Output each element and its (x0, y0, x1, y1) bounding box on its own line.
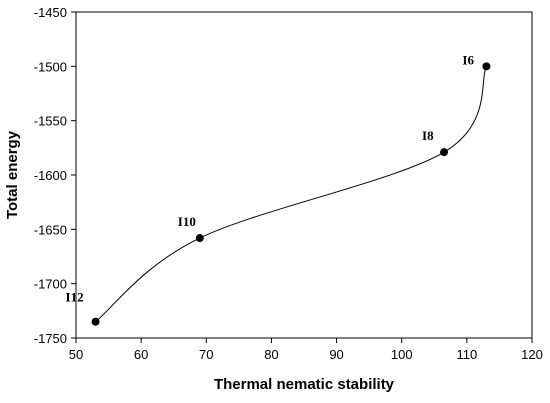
y-axis-ticks: -1450 -1500 -1550 -1600 -1650 -1700 -1750 (34, 5, 76, 346)
y-tick-label: -1450 (34, 5, 67, 20)
series-line (95, 66, 487, 323)
x-tick-label: 100 (391, 347, 413, 362)
x-axis-ticks: 50 60 70 80 90 100 110 120 (69, 338, 543, 362)
y-tick-label: -1500 (34, 59, 67, 74)
x-tick-label: 70 (199, 347, 213, 362)
x-tick-label: 110 (456, 347, 477, 362)
data-label-i12: I12 (66, 290, 84, 305)
y-tick-label: -1550 (34, 114, 67, 129)
data-label-i10: I10 (178, 214, 196, 229)
y-tick-label: -1750 (34, 331, 67, 346)
x-tick-label: 50 (69, 347, 83, 362)
x-tick-label: 90 (329, 347, 343, 362)
x-axis-title: Thermal nematic stability (214, 376, 395, 393)
x-tick-label: 120 (521, 347, 543, 362)
data-point-i12 (91, 317, 100, 326)
y-tick-label: -1700 (34, 277, 67, 292)
data-point-i8 (440, 148, 449, 157)
y-tick-label: -1600 (34, 168, 67, 183)
y-tick-label: -1650 (34, 222, 67, 237)
data-points: I12 I10 I8 I6 (66, 52, 491, 326)
x-tick-label: 80 (264, 347, 278, 362)
y-axis-title: Total energy (4, 130, 21, 219)
data-point-i10 (195, 234, 204, 243)
data-label-i8: I8 (422, 128, 434, 143)
data-label-i6: I6 (462, 52, 474, 67)
x-tick-label: 60 (134, 347, 148, 362)
data-point-i6 (482, 62, 491, 71)
